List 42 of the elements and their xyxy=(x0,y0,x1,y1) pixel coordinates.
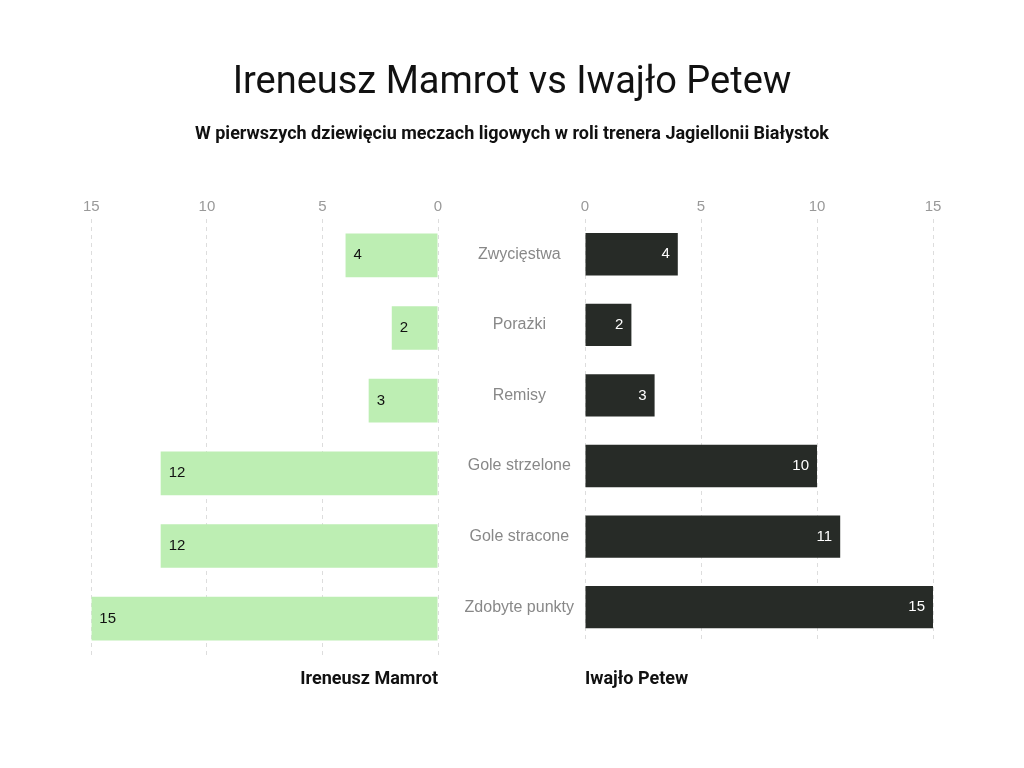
x-tick-label: 10 xyxy=(808,197,826,215)
bar xyxy=(368,378,438,423)
bar xyxy=(585,303,632,347)
text: W pierwszych dziewięciu meczach ligowych w roli trenera Jagiellonii Białystok xyxy=(194,122,830,143)
chart-title: Ireneusz Mamrot vs Iwajło Petew xyxy=(231,58,793,102)
bar xyxy=(585,233,678,276)
x-tick-label: 0 xyxy=(580,197,590,215)
bar xyxy=(160,524,438,568)
bar xyxy=(585,374,655,417)
x-tick-label: 15 xyxy=(924,197,942,215)
bar xyxy=(91,596,438,641)
y-tick-label: Gole strzelone xyxy=(467,456,571,474)
data-label: 2 xyxy=(399,318,409,336)
data-label: 4 xyxy=(661,244,670,262)
bar xyxy=(345,233,438,278)
data-label: 2 xyxy=(615,314,624,332)
y-tick-label: Zdobyte punkty xyxy=(464,597,574,615)
x-axis-title: Ireneusz Mamrot xyxy=(300,667,438,688)
data-label: 12 xyxy=(168,536,186,554)
data-label: 15 xyxy=(908,597,925,615)
y-tick-label: Porażki xyxy=(492,315,546,333)
bar xyxy=(585,515,841,558)
data-label: 3 xyxy=(638,385,647,403)
data-label: 4 xyxy=(353,245,362,263)
x-axis-title: Iwajło Petew xyxy=(585,667,689,688)
data-label: 11 xyxy=(816,526,833,544)
data-label: 15 xyxy=(99,608,117,626)
bar xyxy=(585,444,817,488)
x-tick-label: 15 xyxy=(83,197,100,215)
y-tick-label: Gole stracone xyxy=(469,526,570,544)
bar xyxy=(160,451,438,496)
x-tick-label: 5 xyxy=(696,197,706,215)
y-tick-label: Zwycięstwa xyxy=(477,244,561,262)
x-tick-label: 5 xyxy=(318,197,327,215)
bar xyxy=(391,306,438,350)
data-label: 12 xyxy=(168,463,186,481)
y-tick-label: Remisy xyxy=(492,385,546,403)
x-tick-label: 10 xyxy=(198,197,216,215)
x-tick-label: 0 xyxy=(433,197,443,215)
bar xyxy=(585,585,933,629)
data-label: 10 xyxy=(792,456,809,474)
data-label: 3 xyxy=(376,390,386,408)
